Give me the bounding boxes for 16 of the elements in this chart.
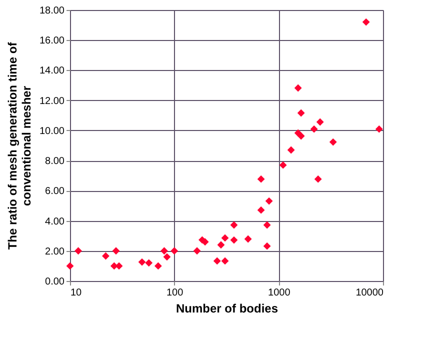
y-tick-label: 12.00 bbox=[39, 96, 65, 107]
y-tick-label: 8.00 bbox=[45, 156, 65, 168]
y-axis-title: The ratio of mesh generation time of conventional mesher bbox=[5, 41, 34, 250]
y-tick-label: 2.00 bbox=[45, 246, 65, 258]
y-tick-label: 16.00 bbox=[39, 36, 65, 47]
x-tick-label: 100 bbox=[166, 288, 184, 298]
y-tick-label: 14.00 bbox=[39, 66, 65, 77]
x-tick-label: 1000 bbox=[268, 288, 291, 298]
x-axis-title: Number of bodies bbox=[176, 302, 278, 316]
x-tick-label: 10000 bbox=[356, 288, 384, 298]
y-tick-label: 18.00 bbox=[39, 6, 65, 16]
y-tick-label: 10.00 bbox=[39, 126, 65, 137]
x-tick-label: 10 bbox=[70, 288, 82, 298]
y-tick-label: 6.00 bbox=[45, 186, 65, 198]
y-tick-label: 0.00 bbox=[45, 276, 65, 288]
y-tick-label: 4.00 bbox=[45, 216, 65, 228]
